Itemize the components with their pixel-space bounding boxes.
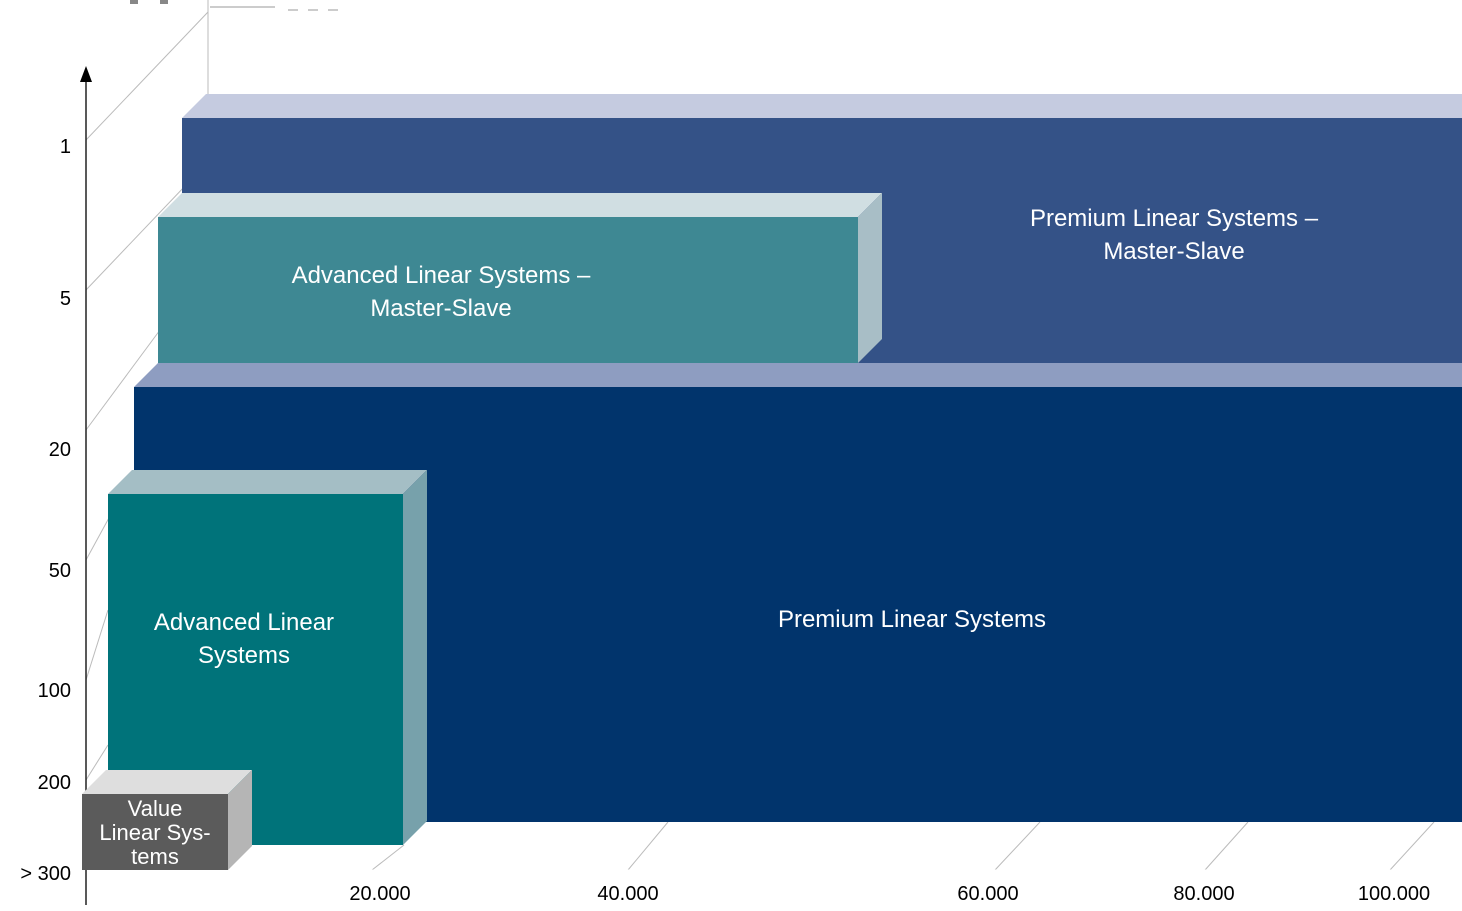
block-label-line: Advanced Linear Systems –	[292, 262, 591, 289]
block-label-line: Value	[128, 796, 183, 821]
block-label-line: Premium Linear Systems –	[1030, 205, 1319, 232]
block-label-line: Linear Sys-	[99, 820, 210, 845]
y-tick-label: 100	[38, 680, 71, 702]
block-value-linear-systems: Value Linear Sys-tems	[82, 770, 252, 870]
block-label: Premium Linear Systems – Master-Slave	[1030, 205, 1319, 265]
y-tick-label: 50	[49, 560, 71, 582]
block-top-face	[134, 363, 1462, 387]
y-tick-label: > 300	[20, 863, 71, 885]
block-side-face	[228, 770, 252, 870]
block-side-face	[403, 470, 427, 845]
y-tick-label: 200	[38, 772, 71, 794]
legend-remnant	[130, 0, 338, 11]
block-front-face	[158, 217, 858, 363]
block-label: Value Linear Sys-tems	[99, 796, 210, 869]
block-side-face	[858, 193, 882, 363]
x-tick-label: 40.000	[597, 883, 658, 905]
block-label: Advanced Linear Systems	[154, 609, 334, 669]
y-tick-label: 5	[60, 288, 71, 310]
axes-guides	[82, 0, 1462, 871]
block-label: Premium Linear Systems	[778, 606, 1046, 633]
y-tick-label: 20	[49, 439, 71, 461]
block-front-face	[82, 794, 228, 870]
block-label-line: Master-Slave	[1103, 238, 1244, 265]
blocks-layer: Premium Linear Systems – Master-SlaveAdva…	[82, 94, 1462, 870]
block-advanced-linear-systems-master-slave: Advanced Linear Systems – Master-Slave	[158, 193, 882, 363]
block-label: Advanced Linear Systems – Master-Slave	[292, 262, 591, 322]
x-tick-label: 100.000	[1358, 883, 1430, 905]
block-label-line: Advanced Linear	[154, 609, 334, 636]
y-axis	[80, 66, 92, 905]
block-label-line: Systems	[198, 642, 290, 669]
x-tick-label: 20.000	[349, 883, 410, 905]
block-label-line: tems	[131, 844, 179, 869]
block-label-line: Master-Slave	[370, 295, 511, 322]
ticks-layer: 1 5 20 50 100 200 > 300 20.000 40.000 60.000 80.00…	[20, 136, 1430, 905]
block-top-face	[108, 470, 427, 494]
x-tick-label: 60.000	[957, 883, 1018, 905]
block-label-line: Premium Linear Systems	[778, 606, 1046, 633]
block-top-face	[182, 94, 1462, 118]
block-top-face	[158, 193, 882, 217]
block-top-face	[82, 770, 252, 794]
x-tick-label: 80.000	[1173, 883, 1234, 905]
y-tick-label: 1	[60, 136, 71, 158]
